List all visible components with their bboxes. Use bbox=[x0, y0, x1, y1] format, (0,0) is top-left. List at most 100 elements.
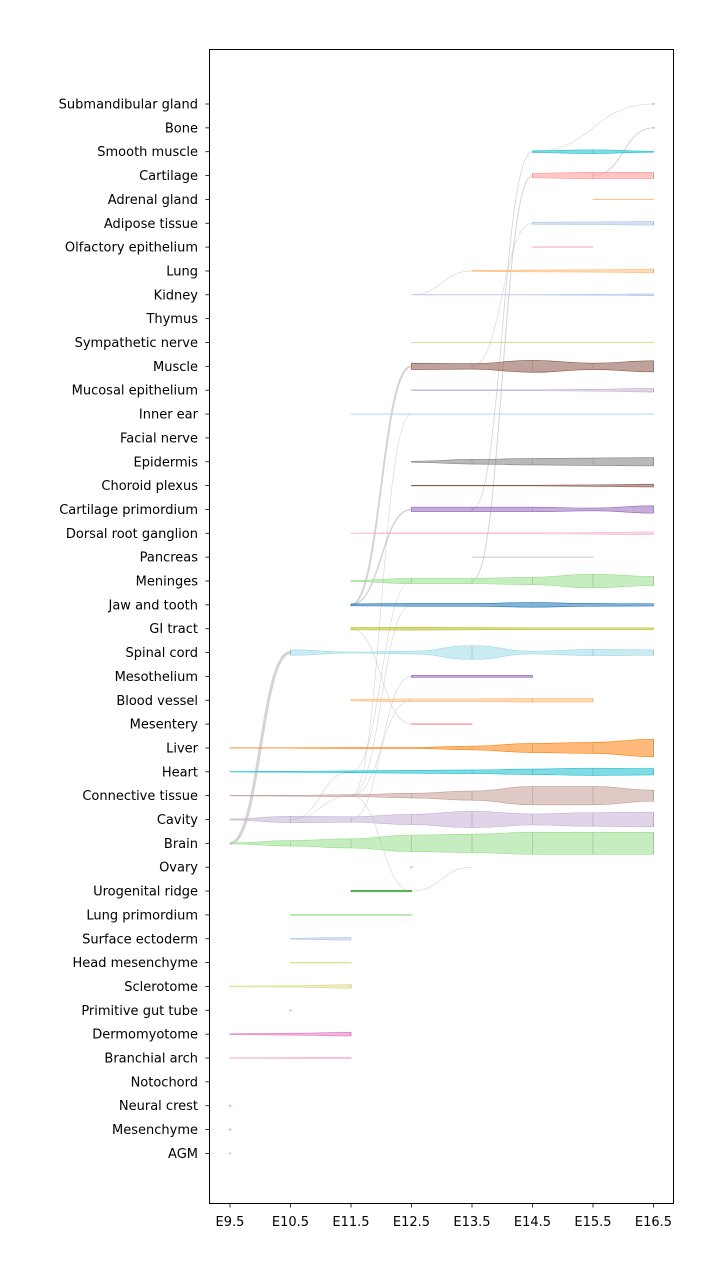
stream-neural-crest bbox=[228, 1104, 232, 1107]
stream-connective-tissue bbox=[229, 786, 654, 806]
stream-sclerotome bbox=[229, 984, 352, 989]
stream-smooth-muscle bbox=[532, 149, 654, 154]
y-tick-label: Adrenal gland bbox=[108, 193, 198, 208]
y-tick-label: Mucosal epithelium bbox=[72, 384, 198, 399]
stream-cartilage bbox=[532, 172, 654, 180]
y-tick-label: Cavity bbox=[157, 813, 198, 828]
y-tick-label: GI tract bbox=[149, 622, 198, 637]
y-tick-label: Mesentery bbox=[130, 718, 199, 733]
stream-mucosal-epithelium bbox=[411, 388, 654, 393]
y-tick-label: Meninges bbox=[136, 575, 199, 590]
y-tick-label: Submandibular gland bbox=[59, 98, 198, 113]
x-tick-label: E16.5 bbox=[635, 1215, 672, 1230]
x-axis: E9.5 E10.5 E11.5 E12.5 E13.5 E14.5 E15.5 E16.5 bbox=[216, 1203, 672, 1230]
flow-14 bbox=[471, 175, 533, 582]
stream-sympathetic-nerve bbox=[411, 341, 654, 344]
stream-mesentery bbox=[411, 723, 473, 725]
stream-gi-tract bbox=[350, 627, 654, 631]
y-tick-label: Branchial arch bbox=[104, 1052, 198, 1067]
flow-2 bbox=[290, 795, 352, 820]
flow-18 bbox=[532, 103, 654, 152]
stream-cavity bbox=[229, 810, 654, 829]
stream-blood-vessel bbox=[350, 698, 594, 703]
x-tick-label: E11.5 bbox=[332, 1215, 369, 1230]
y-tick-label: Muscle bbox=[153, 360, 198, 375]
stream-choroid-plexus bbox=[411, 483, 654, 488]
x-tick-label: E9.5 bbox=[216, 1215, 245, 1230]
y-tick-label: Choroid plexus bbox=[101, 479, 198, 494]
stream-layer bbox=[228, 103, 655, 1155]
stream-meninges bbox=[350, 573, 654, 589]
stream-heart bbox=[229, 767, 654, 776]
plot-frame bbox=[209, 49, 674, 1204]
stream-epidermis bbox=[411, 457, 654, 467]
stream-adipose-tissue bbox=[532, 221, 654, 226]
stream-bone bbox=[652, 126, 655, 129]
y-tick-label: Notochord bbox=[131, 1075, 198, 1090]
x-tick-label: E10.5 bbox=[272, 1215, 309, 1230]
y-tick-label: Ovary bbox=[159, 861, 198, 876]
stream-lung bbox=[471, 268, 654, 274]
stream-spinal-cord bbox=[290, 645, 654, 660]
flow-9 bbox=[350, 365, 412, 606]
stream-lung-primordium bbox=[290, 914, 412, 916]
y-tick-label: Blood vessel bbox=[116, 694, 198, 709]
y-tick-label: Dermomyotome bbox=[92, 1028, 198, 1043]
y-tick-label: AGM bbox=[168, 1147, 198, 1162]
y-tick-label: Sclerotome bbox=[124, 980, 198, 995]
y-tick-label: Inner ear bbox=[139, 408, 199, 423]
stream-muscle bbox=[411, 360, 654, 373]
x-tick-label: E14.5 bbox=[514, 1215, 551, 1230]
flow-13 bbox=[411, 270, 473, 296]
flow-12 bbox=[411, 866, 473, 892]
stream-primitive-gut-tube bbox=[289, 1009, 292, 1012]
y-tick-label: Sympathetic nerve bbox=[75, 336, 198, 351]
stream-brain bbox=[229, 832, 654, 855]
stream-mesothelium bbox=[411, 674, 533, 678]
y-tick-label: Olfactory epithelium bbox=[65, 241, 198, 256]
stream-olfactory-epithelium bbox=[532, 246, 594, 248]
y-tick-label: Cartilage bbox=[139, 169, 198, 184]
stream-ovary bbox=[410, 866, 413, 869]
y-tick-label: Neural crest bbox=[119, 1099, 198, 1114]
stream-liver bbox=[229, 738, 654, 757]
stream-urogenital-ridge bbox=[350, 890, 412, 893]
y-tick-label: Facial nerve bbox=[120, 431, 198, 446]
y-tick-label: Pancreas bbox=[140, 551, 199, 566]
stream-agm bbox=[228, 1152, 232, 1155]
stream-cartilage-primordium bbox=[411, 505, 654, 514]
y-tick-label: Brain bbox=[164, 837, 198, 852]
stream-head-mesenchyme bbox=[290, 961, 352, 964]
y-tick-label: Epidermis bbox=[134, 455, 199, 470]
y-tick-label: Head mesenchyme bbox=[72, 956, 198, 971]
y-tick-label: Kidney bbox=[154, 288, 199, 303]
y-tick-label: Primitive gut tube bbox=[81, 1004, 198, 1019]
x-tick-label: E15.5 bbox=[574, 1215, 611, 1230]
y-tick-label: Bone bbox=[165, 121, 198, 136]
y-tick-label: Smooth muscle bbox=[97, 145, 198, 160]
y-tick-label: Adipose tissue bbox=[104, 217, 198, 232]
y-tick-label: Dorsal root ganglion bbox=[66, 527, 198, 542]
y-tick-label: Lung primordium bbox=[86, 908, 198, 923]
y-tick-label: Lung bbox=[166, 264, 198, 279]
flow-10 bbox=[350, 508, 412, 606]
y-tick-label: Mesothelium bbox=[115, 670, 198, 685]
y-tick-label: Liver bbox=[166, 741, 199, 756]
flow-15 bbox=[471, 151, 533, 510]
y-tick-label: Cartilage primordium bbox=[59, 503, 198, 518]
y-tick-label: Urogenital ridge bbox=[93, 885, 198, 900]
flow-8 bbox=[350, 580, 412, 773]
y-tick-label: Spinal cord bbox=[125, 646, 198, 661]
stream-dermomyotome bbox=[229, 1032, 352, 1037]
stream-dorsal-root-ganglion bbox=[350, 531, 654, 535]
x-tick-label: E13.5 bbox=[453, 1215, 490, 1230]
stream-submandibular-gland bbox=[652, 103, 655, 105]
y-tick-label: Connective tissue bbox=[82, 789, 198, 804]
y-tick-label: Surface ectoderm bbox=[82, 932, 198, 947]
stream-jaw-and-tooth bbox=[350, 602, 654, 608]
y-tick-label: Heart bbox=[162, 765, 198, 780]
y-axis: Submandibular gland Bone Smooth muscle Cart… bbox=[59, 98, 210, 1162]
stream-branchial-arch bbox=[229, 1056, 352, 1060]
y-tick-label: Mesenchyme bbox=[112, 1123, 198, 1138]
